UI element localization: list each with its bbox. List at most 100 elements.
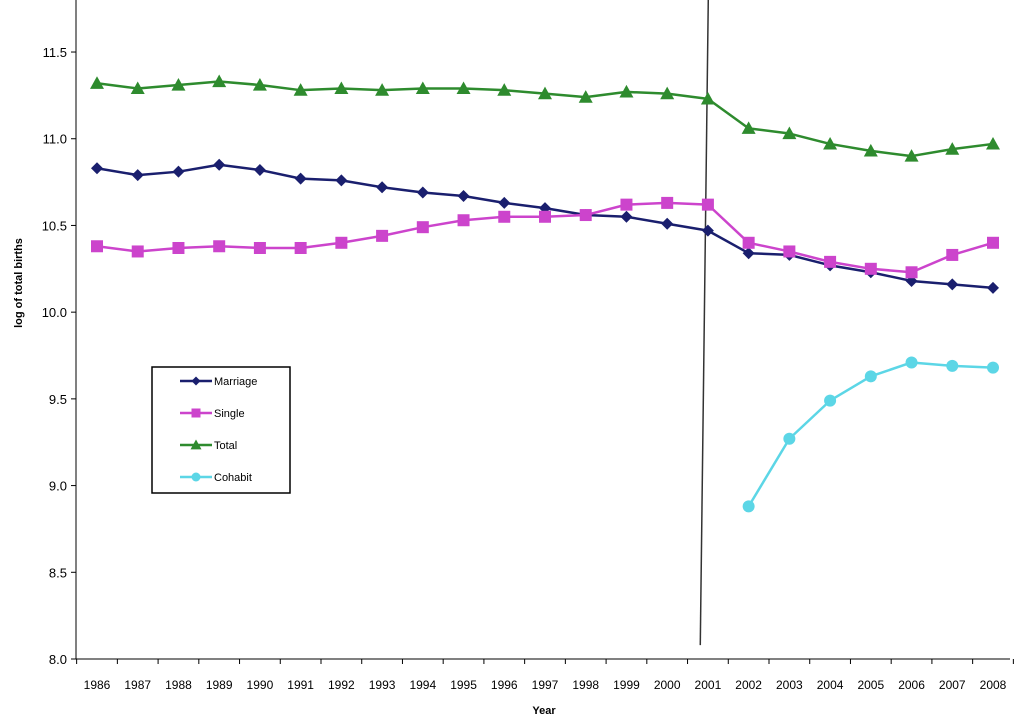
- y-axis-title: log of total births: [13, 238, 25, 328]
- data-point-marriage: [172, 165, 185, 178]
- x-tick-label: 1992: [328, 678, 355, 692]
- data-point-marriage: [335, 174, 348, 187]
- legend-box: [151, 366, 291, 494]
- data-point-total: [823, 136, 838, 150]
- data-point-single: [783, 245, 796, 258]
- data-point-total: [456, 81, 471, 95]
- axes: [75, 0, 1010, 660]
- x-tick-label: 1987: [124, 678, 151, 692]
- legend: Marriage Single Total Cohabit: [151, 366, 291, 494]
- data-point-single: [620, 198, 633, 211]
- data-point-marriage: [661, 217, 674, 230]
- x-tick-label: 1998: [572, 678, 599, 692]
- y-tick-label: 11.0: [43, 132, 67, 147]
- data-point-total: [578, 90, 593, 103]
- y-tick-label: 10.0: [42, 305, 67, 320]
- x-tick-label: 1995: [450, 678, 477, 692]
- x-tick-label: 1989: [206, 678, 233, 692]
- x-tick-label: 1999: [613, 678, 640, 692]
- x-tick-label: 1988: [165, 678, 192, 692]
- data-point-total: [334, 81, 349, 95]
- data-point-total: [782, 126, 797, 140]
- data-point-single: [701, 198, 714, 211]
- data-point-total: [293, 83, 308, 96]
- x-tick-label: 1994: [409, 678, 436, 692]
- legend-label-marriage: Marriage: [214, 376, 257, 388]
- data-point-cohabit: [824, 394, 837, 407]
- data-point-cohabit: [864, 370, 877, 383]
- legend-marker-cohabit: [191, 472, 201, 482]
- data-point-single: [864, 262, 877, 275]
- x-tick-label: 1986: [84, 678, 111, 692]
- series-total: [90, 74, 1000, 162]
- data-point-marriage: [701, 224, 714, 237]
- series-single: [91, 196, 999, 279]
- data-point-marriage: [131, 169, 144, 182]
- x-tick-label: 2007: [939, 678, 966, 692]
- data-point-total: [863, 143, 878, 157]
- data-point-marriage: [742, 247, 755, 260]
- data-point-cohabit: [783, 432, 796, 445]
- data-point-single: [172, 241, 185, 254]
- data-point-total: [619, 84, 634, 98]
- data-point-single: [416, 221, 429, 234]
- data-point-single: [335, 236, 348, 249]
- data-point-total: [538, 86, 552, 100]
- x-tick-label: 1996: [491, 678, 518, 692]
- data-point-single: [539, 210, 551, 223]
- data-point-single: [213, 240, 226, 253]
- legend-marker-single: [191, 408, 201, 418]
- reference-line: [699, 0, 710, 646]
- data-point-single: [824, 255, 837, 268]
- legend-label-single: Single: [214, 408, 245, 420]
- data-point-total: [986, 136, 1000, 150]
- data-point-total: [171, 77, 186, 91]
- data-point-single: [579, 209, 592, 222]
- x-tick-label: 2004: [817, 678, 844, 692]
- x-axis-title: Year: [532, 705, 556, 717]
- legend-marker-marriage: [191, 376, 201, 386]
- data-point-single: [742, 236, 755, 249]
- x-tick-label: 2002: [735, 678, 762, 692]
- y-tick-label: 9.0: [49, 479, 67, 494]
- series-cohabit: [742, 356, 999, 513]
- x-tick-label: 1991: [287, 678, 314, 692]
- y-tick-label: 10.5: [42, 218, 67, 233]
- data-point-single: [457, 214, 470, 227]
- data-point-single: [131, 245, 144, 258]
- data-point-marriage: [946, 278, 959, 291]
- x-tick-label: 2006: [898, 678, 925, 692]
- y-tick-label: 8.5: [49, 565, 67, 580]
- y-tick-label: 9.5: [49, 392, 67, 407]
- data-point-marriage: [457, 189, 470, 202]
- x-tick-label: 1990: [247, 678, 274, 692]
- data-point-single: [987, 236, 999, 249]
- data-point-cohabit: [905, 356, 918, 369]
- data-point-single: [946, 248, 959, 261]
- series-group: [90, 74, 1000, 513]
- data-point-marriage: [498, 196, 511, 209]
- data-point-single: [294, 241, 307, 254]
- data-point-total: [945, 142, 960, 155]
- data-point-total: [700, 91, 715, 105]
- data-point-total: [375, 83, 390, 96]
- data-point-marriage: [620, 210, 633, 223]
- data-point-total: [497, 83, 512, 96]
- x-tick-label: 1997: [532, 678, 559, 692]
- series-marriage: [91, 158, 999, 294]
- x-tick-label: 2005: [857, 678, 884, 692]
- data-point-cohabit: [987, 361, 999, 374]
- data-point-marriage: [294, 172, 307, 185]
- data-point-total: [90, 76, 104, 89]
- data-point-total: [212, 74, 227, 88]
- data-point-single: [498, 210, 511, 223]
- data-point-single: [661, 196, 674, 209]
- data-point-single: [905, 266, 918, 279]
- reference-line-group: [699, 0, 710, 646]
- x-tick-label: 2001: [695, 678, 722, 692]
- data-point-marriage: [91, 162, 103, 175]
- data-point-marriage: [376, 181, 389, 194]
- legend-marker-total: [190, 439, 202, 450]
- data-point-total: [415, 81, 430, 95]
- data-point-cohabit: [946, 359, 959, 372]
